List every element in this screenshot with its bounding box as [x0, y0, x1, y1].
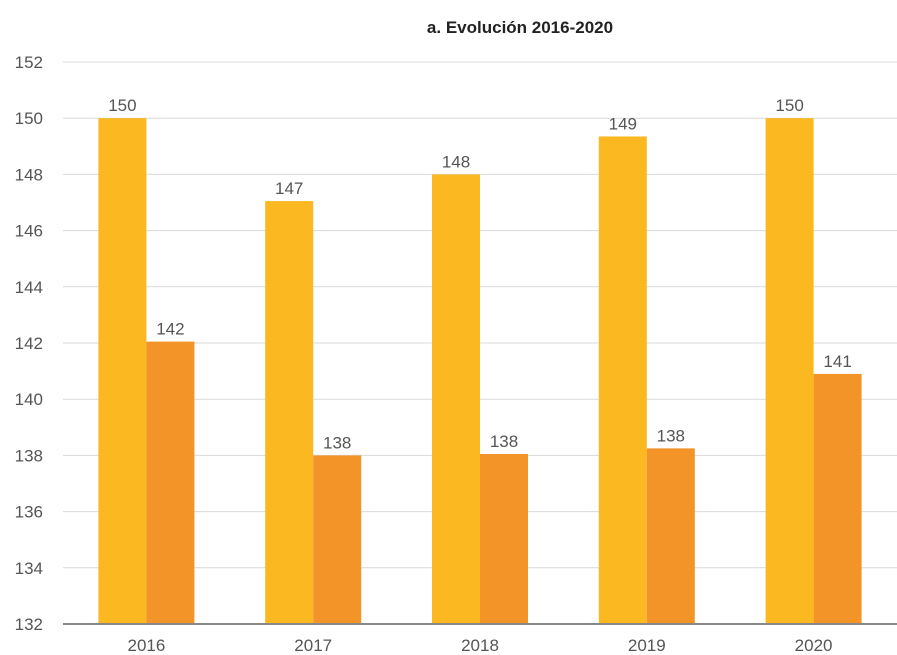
y-tick-label: 136 [15, 503, 43, 522]
bar-series-2-2020 [813, 373, 862, 624]
bars [98, 118, 862, 624]
x-tick-label: 2020 [795, 636, 833, 655]
bar-series-2-2017 [313, 455, 362, 624]
bar-series-2-2019 [646, 448, 695, 624]
data-label: 147 [275, 179, 303, 198]
bar-series-1-2016 [98, 118, 147, 624]
bar-series-1-2020 [765, 118, 814, 624]
data-label: 141 [823, 352, 851, 371]
y-tick-label: 132 [15, 615, 43, 634]
data-label: 138 [490, 432, 518, 451]
y-tick-label: 144 [15, 278, 43, 297]
y-tick-label: 148 [15, 165, 43, 184]
y-tick-label: 150 [15, 109, 43, 128]
data-label: 148 [442, 152, 470, 171]
y-tick-label: 140 [15, 390, 43, 409]
data-label: 149 [609, 114, 637, 133]
data-label: 138 [323, 433, 351, 452]
y-tick-label: 134 [15, 559, 43, 578]
bar-series-2-2018 [480, 453, 528, 624]
bar-series-1-2019 [598, 136, 647, 624]
bar-series-1-2018 [432, 174, 480, 624]
bar-series-2-2016 [146, 341, 195, 624]
x-tick-label: 2018 [461, 636, 499, 655]
x-tick-label: 2019 [628, 636, 666, 655]
data-labels: 150 142 147 138 148 138 149 138 150 141 [108, 96, 852, 452]
x-tick-label: 2016 [127, 636, 165, 655]
data-label: 142 [156, 320, 184, 339]
y-tick-label: 146 [15, 222, 43, 241]
y-tick-label: 152 [15, 53, 43, 72]
data-label: 138 [657, 426, 685, 445]
y-tick-label: 138 [15, 446, 43, 465]
chart-title: a. Evolución 2016-2020 [426, 18, 614, 37]
data-label: 150 [775, 96, 803, 115]
y-tick-label: 142 [15, 334, 43, 353]
bar-series-1-2017 [265, 201, 314, 624]
axes: 152 150 148 146 144 142 140 138 136 134 132 2016 201… [15, 53, 897, 655]
data-label: 150 [108, 96, 136, 115]
x-tick-label: 2017 [294, 636, 332, 655]
